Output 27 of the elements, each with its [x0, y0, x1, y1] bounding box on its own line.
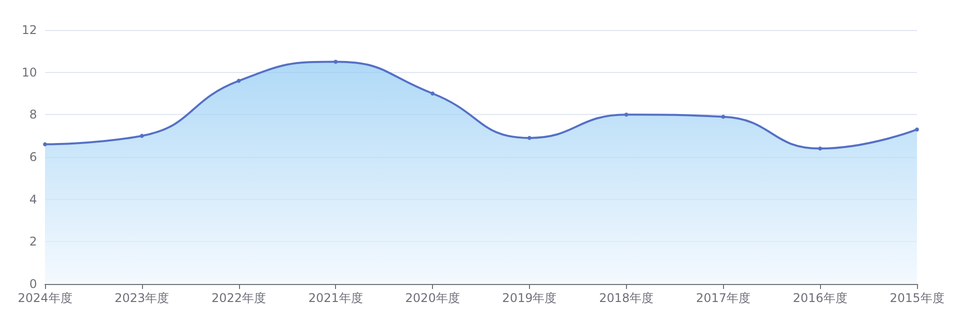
y-tick-label: 12	[22, 23, 37, 37]
x-tick-label: 2015年度	[890, 291, 944, 305]
point	[140, 134, 144, 138]
x-tick-label: 2018年度	[599, 291, 654, 305]
point	[915, 127, 919, 132]
x-tick-label: 2021年度	[308, 291, 363, 305]
x-tick-label: 2019年度	[502, 291, 557, 305]
point	[430, 92, 435, 96]
point	[334, 60, 338, 64]
y-tick-label: 2	[29, 234, 37, 249]
y-tick-label: 0	[29, 277, 37, 291]
point	[236, 78, 241, 83]
y-tick-label: 10	[22, 65, 37, 80]
point	[527, 136, 532, 140]
y-tick-label: 6	[29, 150, 37, 164]
x-tick-label: 2016年度	[792, 291, 848, 305]
point	[43, 142, 47, 146]
point	[721, 114, 726, 119]
y-tick-label: 4	[29, 192, 37, 206]
x-tick-label: 2017年度	[696, 291, 750, 305]
y-tick-label: 8	[29, 108, 37, 122]
point	[818, 146, 822, 151]
x-tick-label: 2024年度	[18, 291, 72, 305]
x-tick-label: 2020年度	[405, 291, 460, 305]
x-tick-label: 2022年度	[212, 291, 266, 305]
point	[624, 112, 628, 117]
x-tick-label: 2023年度	[114, 291, 170, 305]
